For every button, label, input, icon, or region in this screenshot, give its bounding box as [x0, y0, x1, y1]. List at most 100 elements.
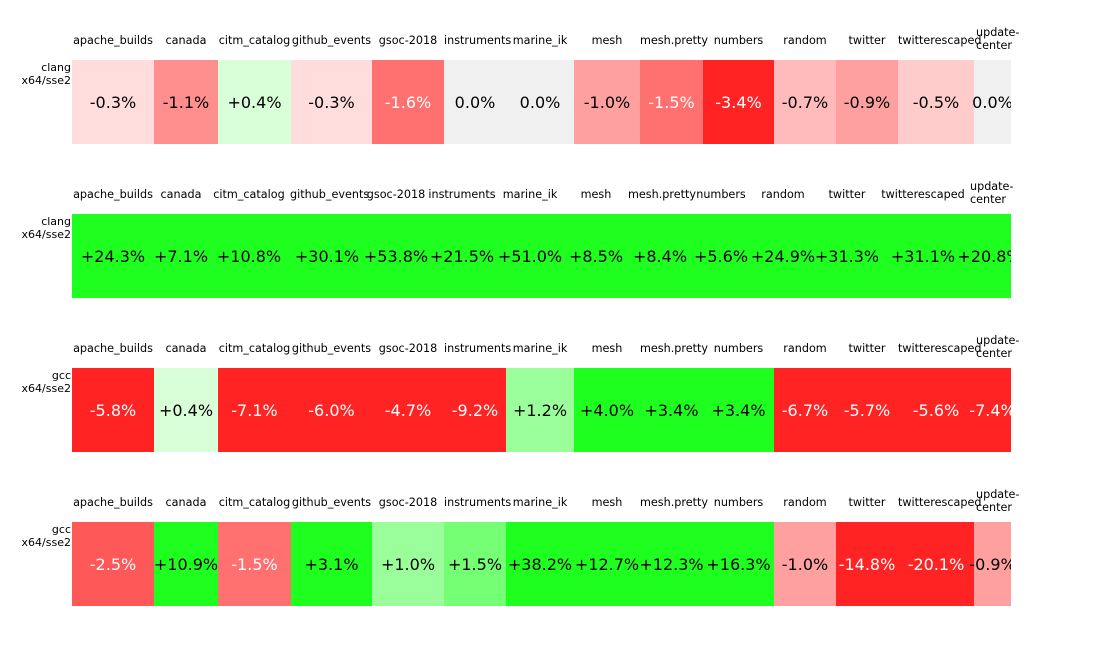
heatmap-cell: -20.1%: [898, 522, 974, 606]
benchmark-label: apache_builds: [73, 342, 153, 355]
heatmap-cell: -5.6%: [898, 368, 974, 452]
row-label: gcc x64/sse2: [0, 369, 71, 395]
heatmap-cell: +7.1%: [154, 214, 208, 298]
heatmap-cell: -1.5%: [640, 60, 703, 144]
cell-value-label: +16.3%: [706, 554, 771, 574]
cell-value-label: -1.1%: [162, 92, 210, 112]
benchmark-label: update-center: [970, 180, 1014, 206]
benchmark-label: twitterescaped: [881, 188, 965, 201]
cell-value-label: -1.5%: [231, 554, 278, 574]
heatmap-cell: +1.0%: [372, 522, 444, 606]
heatmap-cell: +4.0%: [574, 368, 640, 452]
cell-value-label: +24.9%: [750, 246, 816, 266]
cell-value-label: -1.6%: [384, 92, 432, 112]
cell-value-label: -0.3%: [89, 92, 137, 112]
benchmark-label: mesh: [580, 188, 612, 201]
heatmap-cell: +31.1%: [878, 214, 968, 298]
heatmap-cell: +20.8%: [957, 214, 1011, 298]
heatmap-cell: +24.9%: [750, 214, 816, 298]
heatmap-cell: -7.4%: [969, 368, 1011, 452]
benchmark-label: numbers: [713, 342, 764, 355]
cell-value-label: +8.4%: [632, 246, 688, 266]
benchmark-label: mesh.pretty: [640, 34, 708, 47]
benchmark-label: numbers: [713, 496, 764, 509]
benchmark-label: github_events: [291, 342, 372, 355]
heatmap-cell: -1.0%: [774, 522, 836, 606]
cell-value-label: -5.7%: [843, 400, 891, 420]
heatmap-cell: -5.8%: [72, 368, 154, 452]
cell-value-label: +5.6%: [693, 246, 749, 266]
heatmap-cell: +16.3%: [703, 522, 774, 606]
benchmark-label: mesh: [591, 496, 623, 509]
heatmap-cell: -0.3%: [291, 60, 372, 144]
benchmark-label: citm_catalog: [213, 188, 285, 201]
cell-value-label: -7.1%: [231, 400, 278, 420]
benchmark-label: mesh.pretty: [628, 188, 696, 201]
benchmark-label: citm_catalog: [218, 34, 291, 47]
row-label-line: x64/sse2: [21, 73, 71, 87]
cell-value-label: -6.0%: [308, 400, 355, 420]
cell-value-label: -0.9%: [843, 92, 891, 112]
benchmark-label: github_events: [290, 188, 370, 201]
heatmap-cell: +3.1%: [291, 522, 372, 606]
cell-value-label: -1.5%: [648, 92, 695, 112]
cell-value-label: -6.7%: [781, 400, 829, 420]
cell-value-label: +10.9%: [153, 554, 219, 574]
benchmark-label: numbers: [713, 34, 764, 47]
row-label: gcc x64/sse2: [0, 523, 71, 549]
cell-value-label: +38.2%: [507, 554, 573, 574]
cell-value-label: +0.4%: [158, 400, 214, 420]
benchmark-labels: apache_builds canada citm_catalog github_ev…: [72, 488, 1019, 522]
heatmap-row-2: clang x64/sse2 apache_builds canada citm_cat…: [0, 180, 1100, 338]
benchmark-label: marine_ik: [512, 496, 568, 509]
cell-value-label: +51.0%: [497, 246, 563, 266]
cell-value-label: +3.1%: [304, 554, 359, 574]
benchmark-label: marine_ik: [512, 342, 568, 355]
benchmark-label: mesh: [591, 342, 623, 355]
cell-value-label: +30.1%: [294, 246, 360, 266]
heatmap-cell: +12.3%: [639, 522, 704, 606]
heatmap-cell: -7.1%: [218, 368, 291, 452]
benchmark-label: mesh.pretty: [640, 496, 708, 509]
benchmark-label: mesh.pretty: [640, 342, 708, 355]
heatmap-cell: +30.1%: [290, 214, 364, 298]
heatmap-cell: +3.4%: [703, 368, 774, 452]
heatmap-cell: +24.3%: [72, 214, 154, 298]
heatmap-row-4: gcc x64/sse2 apache_builds canada citm_catal…: [0, 488, 1100, 646]
benchmark-label: github_events: [291, 496, 372, 509]
cell-value-label: +12.7%: [574, 554, 640, 574]
benchmark-label: citm_catalog: [218, 342, 291, 355]
cell-value-label: +12.3%: [639, 554, 704, 574]
benchmark-label: instruments: [428, 188, 496, 201]
heatmap-cell: +1.2%: [506, 368, 574, 452]
cell-value-label: -5.8%: [89, 400, 137, 420]
benchmark-label: instruments: [444, 496, 512, 509]
benchmark-label: random: [783, 34, 827, 47]
cell-value-label: +10.8%: [216, 246, 282, 266]
heatmap-cell: +5.6%: [692, 214, 750, 298]
benchmark-labels: apache_builds canada citm_catalog github_ev…: [72, 334, 1019, 368]
heatmap-cell: 0.0%: [506, 60, 574, 144]
benchmark-label: marine_ik: [502, 188, 558, 201]
benchmark-label: twitter: [848, 496, 886, 509]
heatmap-cell: +53.8%: [364, 214, 428, 298]
cell-value-label: -20.1%: [907, 554, 965, 574]
heatmap-cell: -6.0%: [291, 368, 372, 452]
cell-value-label: +0.4%: [227, 92, 282, 112]
heatmap-cell: -14.8%: [836, 522, 898, 606]
benchmark-label: update-center: [976, 334, 1020, 360]
cell-value-label: +7.1%: [153, 246, 209, 266]
benchmark-label: twitter: [848, 342, 886, 355]
benchmark-label: random: [783, 342, 827, 355]
benchmark-label: canada: [160, 188, 202, 201]
heatmap-cell: +3.4%: [640, 368, 703, 452]
cell-value-label: -14.8%: [838, 554, 896, 574]
cell-value-label: -0.9%: [969, 554, 1011, 574]
heatmap-cell: -0.9%: [969, 522, 1011, 606]
benchmark-label: instruments: [444, 342, 512, 355]
cell-value-label: +1.2%: [512, 400, 568, 420]
cell-value-label: 0.0%: [519, 92, 561, 112]
heatmap-cell: +31.3%: [815, 214, 879, 298]
row-label-line: x64/sse2: [21, 535, 71, 549]
benchmark-label: instruments: [444, 34, 512, 47]
